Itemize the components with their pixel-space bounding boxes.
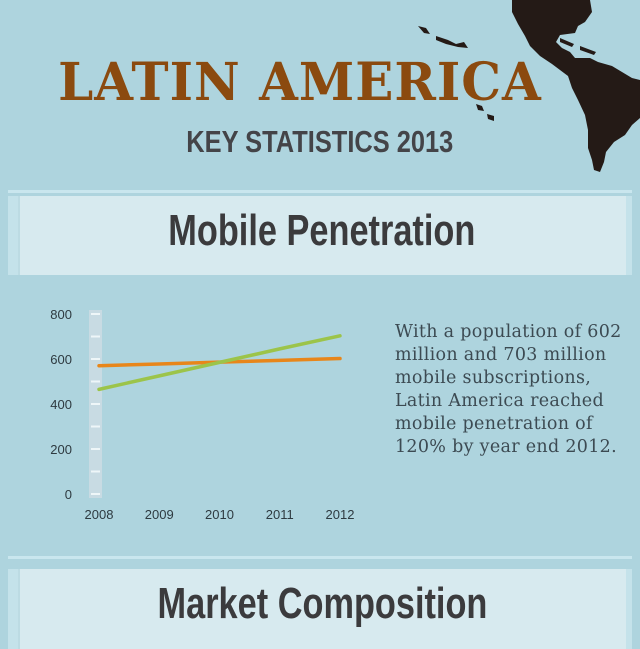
section-title: Mobile Penetration (168, 206, 476, 255)
y-tick-label: 600 (50, 352, 72, 367)
divider (8, 190, 632, 193)
x-tick-label: 2010 (205, 507, 234, 522)
x-tick-label: 2011 (266, 507, 294, 522)
y-tick (91, 313, 100, 315)
y-tick-label: 200 (50, 442, 72, 457)
divider (8, 556, 632, 559)
section-header-mobile-penetration: Mobile Penetration (8, 196, 632, 275)
x-tick-label: 2012 (326, 507, 355, 522)
y-tick (91, 470, 100, 473)
y-tick-label: 400 (50, 397, 72, 412)
line-chart: 800 600 400 200 0 2008 2009 2010 2011 2012 (50, 307, 355, 522)
y-tick (91, 403, 100, 405)
y-tick (91, 448, 100, 450)
y-tick-label: 800 (50, 307, 72, 322)
x-tick-label: 2009 (145, 507, 174, 522)
section-header-market-composition: Market Composition (8, 569, 632, 649)
y-tick (91, 335, 100, 338)
description-text: With a population of 602 million and 703… (395, 322, 622, 457)
x-tick-label: 2008 (85, 507, 114, 522)
y-tick-label: 0 (65, 487, 72, 502)
y-tick (91, 358, 100, 360)
y-tick (91, 425, 100, 428)
americas-map-icon (418, 0, 640, 172)
series-line (97, 334, 342, 392)
page-subtitle: KEY STATISTICS 2013 (186, 124, 454, 159)
section-title: Market Composition (157, 579, 487, 628)
y-tick (91, 493, 100, 495)
y-tick (91, 380, 100, 383)
page-title: LATIN AMERICA (58, 50, 542, 113)
